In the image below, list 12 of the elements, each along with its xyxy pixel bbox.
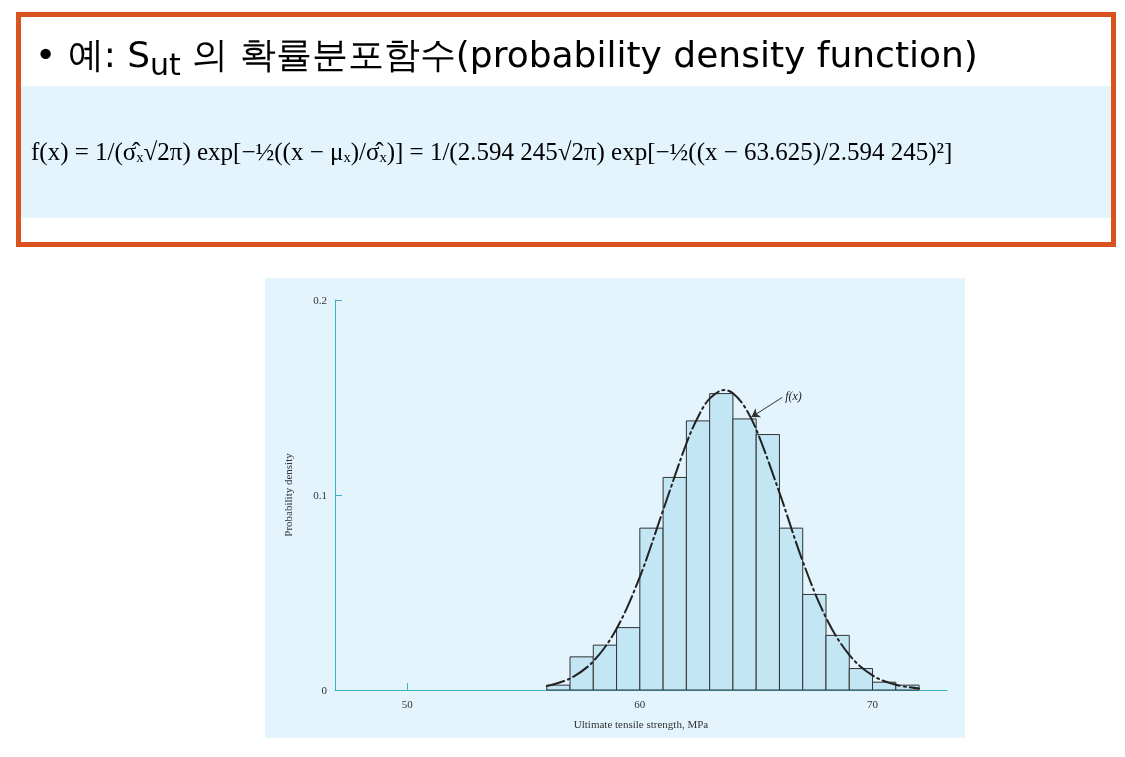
chart-subtitle: f(x) = 1/(σ̂ₓ√2π) exp[−½((x − μₓ)/σ̂ₓ)] = 1/(2.594 245√2π) exp[−½((x − 63.625)/2.594 245)²] <box>21 86 1111 219</box>
y-tick-label: 0 <box>321 684 328 696</box>
x-tick-label: 70 <box>867 697 879 710</box>
annotation: f(x) <box>785 388 802 403</box>
line-series <box>545 389 921 690</box>
y-tick-label: 0.1 <box>313 489 327 501</box>
x-axis-title: Ultimate tensile strength, MPa <box>573 717 709 730</box>
chart-title: • 예: S$_{ut}$ 의 확률분포함수(probability density function) <box>34 33 979 85</box>
y-axis-title: Probability density <box>281 452 294 537</box>
y-tick-label: 0.2 <box>313 294 327 306</box>
x-tick-label: 50 <box>401 697 414 710</box>
x-tick-label: 60 <box>634 697 646 710</box>
